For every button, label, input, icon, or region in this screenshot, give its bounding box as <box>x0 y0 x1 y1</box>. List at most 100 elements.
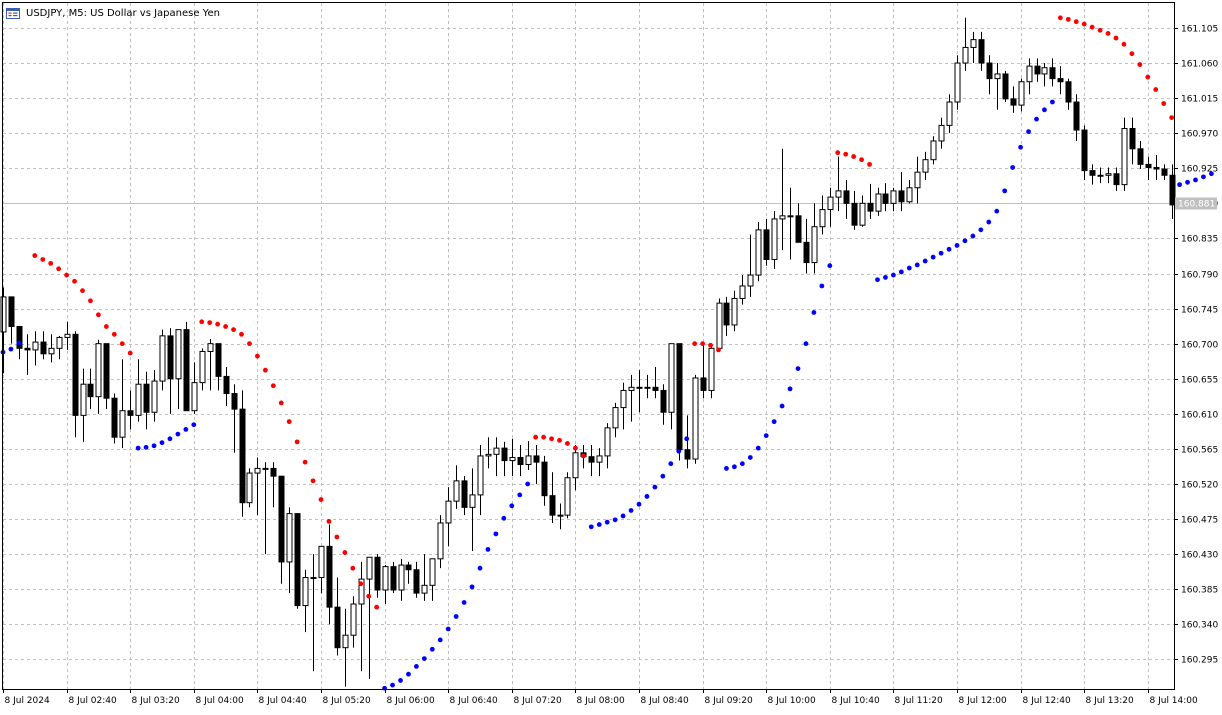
candle-body-bear <box>851 202 858 226</box>
candle <box>1129 117 1136 165</box>
candle-body-bear <box>541 461 548 497</box>
candle <box>207 338 214 391</box>
price-axis[interactable]: 161.105 161.060 161.015 160.970 160.925 160.8… <box>1174 25 1218 666</box>
sar-dot-above <box>318 497 324 502</box>
price-tick-label: 161.105 <box>1181 25 1218 35</box>
candle-body-bear <box>1010 98 1017 106</box>
candle-body-bull <box>254 467 261 474</box>
plot-frame <box>2 2 1175 690</box>
sar-dot-below <box>628 508 634 513</box>
candle <box>239 390 246 517</box>
candle-body-bear <box>700 377 707 391</box>
sar-dot-above <box>358 581 364 587</box>
candle <box>437 515 444 569</box>
candle-body-bear <box>72 333 79 416</box>
candle <box>310 554 317 672</box>
sar-dot-below <box>1209 171 1214 177</box>
sar-dot-below <box>1185 179 1190 185</box>
sar-dot-above <box>708 342 713 348</box>
candle-body-bull <box>469 494 476 508</box>
sar-dot-below <box>1050 99 1055 105</box>
price-tick-label: 160.745 <box>1181 306 1218 316</box>
sar-dot-below <box>668 461 674 467</box>
candle <box>700 343 707 399</box>
candle <box>914 156 921 204</box>
sar-dot-below <box>461 600 467 605</box>
time-axis[interactable]: 8 Jul 2024 8 Jul 02:40 8 Jul 03:20 8 Jul 04… <box>3 689 1199 706</box>
candle-body-bull <box>1105 173 1112 176</box>
candle <box>278 475 285 584</box>
sar-dot-below <box>739 461 745 467</box>
candle-body-bear <box>1153 166 1160 170</box>
candle-body-bull <box>890 190 897 204</box>
candle-body-bear <box>986 62 993 80</box>
candle-body-bear <box>1129 128 1136 150</box>
candle-body-bull <box>48 347 55 355</box>
candle <box>525 441 532 470</box>
sar-dot-above <box>302 459 308 465</box>
candle <box>1073 94 1080 141</box>
sar-dot-below <box>732 464 737 470</box>
candle <box>787 187 794 260</box>
sar-dot-below <box>684 436 690 442</box>
candle <box>8 296 15 344</box>
sar-dot-below <box>588 524 594 530</box>
sar-dot-below <box>1010 165 1016 170</box>
candle <box>286 507 293 594</box>
candle-body-bear <box>278 475 285 563</box>
sar-dot-above <box>533 434 539 440</box>
candle-body-bear <box>763 229 770 260</box>
candle <box>731 290 738 332</box>
candle-body-bull <box>827 196 834 211</box>
candle <box>739 275 746 305</box>
sar-dot-below <box>795 366 801 372</box>
candle-body-bull <box>64 333 71 338</box>
sar-dot-above <box>859 157 864 163</box>
price-tick-label: 160.295 <box>1181 656 1218 666</box>
candle-body-bear <box>239 408 246 504</box>
candle-body-bull <box>708 347 715 391</box>
candle-body-bear <box>215 343 222 377</box>
time-tick-label: 8 Jul 08:40 <box>641 696 690 706</box>
candle-body-bull <box>119 410 126 438</box>
candle-body-bear <box>1169 174 1176 206</box>
candle <box>151 370 158 422</box>
chart-title: USDJPY, M5: US Dollar vs Japanese Yen <box>26 7 220 19</box>
sar-dot-above <box>262 367 268 373</box>
candle-body-bear <box>24 347 31 351</box>
candle <box>644 374 651 399</box>
sar-dot-above <box>278 400 284 406</box>
candle-body-bull <box>596 455 603 463</box>
candle <box>1018 78 1025 112</box>
sar-dot-above <box>64 272 69 278</box>
candle <box>318 545 325 594</box>
candle <box>453 465 460 509</box>
candle-body-bull <box>644 386 651 389</box>
candle <box>922 151 929 180</box>
candle-body-bull <box>994 73 1001 80</box>
candle-body-bull <box>731 297 738 326</box>
candle <box>771 211 778 269</box>
sar-dot-below <box>962 238 968 244</box>
sar-dot-above <box>350 565 356 571</box>
sar-dot-below <box>938 250 944 256</box>
candle-body-bull <box>779 215 786 220</box>
sar-dot-below <box>453 614 459 619</box>
candle-body-bear <box>898 190 905 203</box>
candle <box>1034 58 1041 82</box>
candle <box>986 55 993 95</box>
sar-dot-above <box>366 593 372 599</box>
time-tick-label: 8 Jul 11:20 <box>895 696 944 706</box>
candle <box>48 334 55 363</box>
sar-dot-below <box>437 637 443 643</box>
sar-dot-above <box>541 434 546 440</box>
time-tick-label: 8 Jul 14:00 <box>1150 696 1199 706</box>
candle <box>477 445 484 516</box>
candle <box>946 94 953 134</box>
sar-dot-below <box>636 501 642 507</box>
candle-body-bear <box>1034 65 1041 75</box>
candle-body-bull <box>875 193 882 212</box>
candle <box>1057 66 1064 95</box>
